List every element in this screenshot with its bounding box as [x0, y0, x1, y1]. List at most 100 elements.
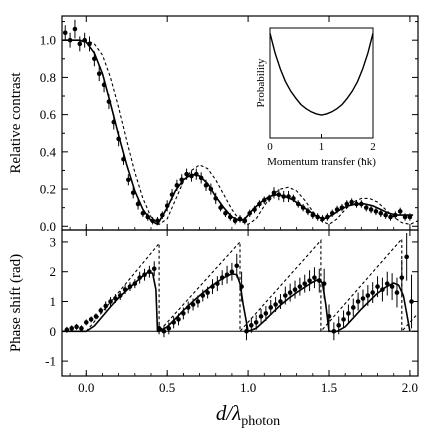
x-tick-label: 0.0	[78, 380, 94, 395]
y-tick-label: 0	[50, 324, 57, 339]
x-tick-label: 1.5	[321, 380, 337, 395]
data-point	[292, 287, 298, 292]
data-point	[312, 275, 317, 280]
data-point	[349, 199, 354, 205]
data-point	[142, 272, 147, 277]
y-tick-label: 0.0	[40, 219, 56, 234]
data-point	[242, 218, 248, 223]
data-point	[223, 210, 228, 216]
data-point	[325, 214, 330, 220]
data-point	[326, 314, 332, 319]
bottom-panel: -1 0 1 2 3 0.0 0.5 1.0 1.5 2.0	[45, 230, 419, 395]
data-point	[336, 323, 342, 328]
data-point	[184, 171, 189, 177]
data-point	[253, 320, 259, 325]
data-point	[402, 214, 408, 220]
data-point	[101, 82, 107, 88]
data-point	[300, 205, 306, 210]
data-point	[88, 317, 94, 322]
data-point	[384, 281, 390, 286]
data-point	[278, 299, 283, 304]
data-point	[341, 317, 346, 322]
data-point	[208, 186, 214, 192]
data-point	[69, 326, 75, 331]
y-tick-label: -1	[45, 354, 56, 369]
data-point	[98, 308, 104, 313]
data-point	[394, 290, 400, 295]
data-point	[229, 269, 235, 275]
data-point	[261, 197, 267, 203]
data-point	[83, 320, 89, 325]
y-tick-label: 0.6	[40, 107, 57, 122]
x-axis-title-main: d/λ	[216, 401, 241, 425]
data-point	[373, 209, 379, 214]
data-point	[346, 311, 351, 316]
y-tick-label: 3	[50, 234, 57, 249]
y-tick-label: 0.2	[40, 182, 56, 197]
inset-frame	[269, 27, 374, 139]
data-point	[210, 284, 215, 289]
data-point	[331, 329, 337, 334]
data-point	[365, 293, 371, 298]
data-point	[368, 207, 374, 212]
data-point	[247, 210, 253, 216]
data-point	[106, 99, 112, 104]
data-point	[87, 41, 92, 47]
data-point	[79, 326, 84, 331]
data-point	[273, 302, 278, 307]
data-point	[378, 210, 384, 216]
data-point	[150, 218, 155, 223]
data-point	[305, 209, 311, 214]
data-point	[383, 212, 388, 218]
x-tick-label: 2.0	[402, 380, 418, 395]
data-point	[169, 192, 175, 197]
data-point	[281, 194, 286, 199]
data-point	[185, 305, 191, 310]
data-point	[130, 190, 136, 196]
data-point	[380, 287, 385, 292]
data-point	[249, 323, 254, 328]
data-point	[166, 326, 172, 331]
data-point	[329, 210, 335, 216]
data-point	[237, 216, 243, 222]
data-point	[218, 205, 223, 210]
x-axis-title-subscript: photon	[241, 414, 280, 429]
data-point	[164, 203, 170, 209]
data-point	[276, 192, 282, 197]
data-point	[344, 201, 350, 207]
data-point	[132, 281, 138, 286]
data-point	[215, 281, 220, 286]
y-tick-label: 1.0	[40, 33, 56, 48]
data-point	[111, 119, 117, 125]
data-point	[108, 299, 113, 304]
data-point	[339, 205, 345, 210]
data-point	[198, 175, 204, 181]
y-tick-label: 2	[50, 264, 57, 279]
data-point	[96, 71, 102, 76]
data-point	[181, 311, 186, 316]
data-point	[121, 156, 126, 162]
data-point	[82, 37, 87, 43]
data-point	[135, 201, 141, 207]
data-point	[334, 207, 340, 212]
data-point	[147, 269, 152, 275]
data-point	[127, 284, 133, 289]
data-point	[263, 311, 269, 316]
data-point	[67, 37, 73, 43]
data-point	[397, 209, 403, 214]
data-point	[271, 190, 277, 196]
data-point	[252, 207, 257, 212]
data-point	[122, 287, 128, 292]
data-point	[200, 293, 206, 298]
data-point	[126, 177, 131, 183]
data-point	[291, 196, 296, 201]
inset-x-tick-label: 2	[370, 141, 376, 153]
data-point	[145, 214, 151, 220]
fit-curve	[62, 39, 414, 226]
data-point	[116, 136, 121, 142]
data-point	[316, 278, 322, 283]
y-tick-label: 0.8	[40, 70, 56, 85]
data-point	[74, 324, 79, 330]
data-point	[227, 214, 233, 220]
data-point	[283, 293, 288, 298]
